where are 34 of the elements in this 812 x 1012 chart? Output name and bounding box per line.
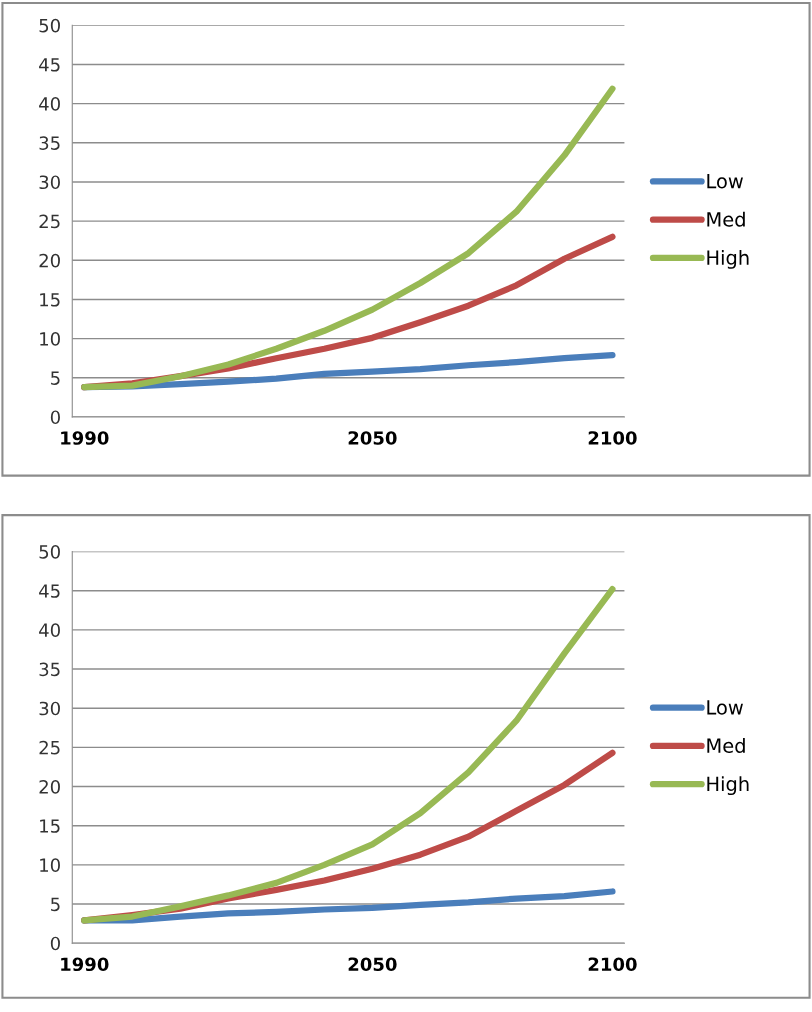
y-tick-label: 15 (40, 293, 60, 307)
x-tick-label: 1990 (61, 431, 109, 445)
legend-label: Med (707, 737, 745, 753)
legend-label: Med (707, 211, 745, 227)
y-tick-label: 45 (39, 58, 60, 72)
y-tick-label: 40 (39, 97, 60, 111)
y-tick-label: 30 (39, 701, 60, 716)
legend-label: High (707, 249, 749, 269)
y-tick-label: 0 (50, 410, 60, 425)
y-tick-label: 30 (39, 175, 60, 190)
y-tick-label: 20 (39, 779, 60, 794)
y-tick-label: 50 (39, 545, 60, 559)
x-tick-label: 2050 (348, 431, 397, 445)
y-tick-label: 20 (39, 253, 60, 268)
y-tick-label: 5 (51, 897, 60, 912)
x-tick-label: 1990 (61, 957, 109, 972)
legend-label: High (707, 776, 749, 796)
x-tick-label: 2100 (588, 431, 637, 445)
x-tick-label: 2050 (348, 957, 397, 972)
y-tick-label: 5 (51, 371, 60, 385)
y-tick-label: 40 (39, 623, 60, 637)
y-tick-label: 35 (39, 136, 60, 150)
y-tick-label: 50 (39, 18, 60, 33)
x-tick-label: 2100 (588, 957, 637, 972)
y-tick-label: 15 (40, 819, 60, 833)
y-tick-label: 25 (39, 214, 60, 229)
legend-label: Low (707, 174, 743, 189)
y-tick-label: 25 (39, 740, 60, 755)
y-tick-label: 45 (39, 584, 60, 598)
y-tick-label: 10 (40, 858, 60, 872)
y-tick-label: 10 (40, 332, 60, 346)
y-tick-label: 0 (50, 936, 60, 951)
legend-label: Low (707, 700, 743, 715)
y-tick-label: 35 (39, 662, 60, 677)
